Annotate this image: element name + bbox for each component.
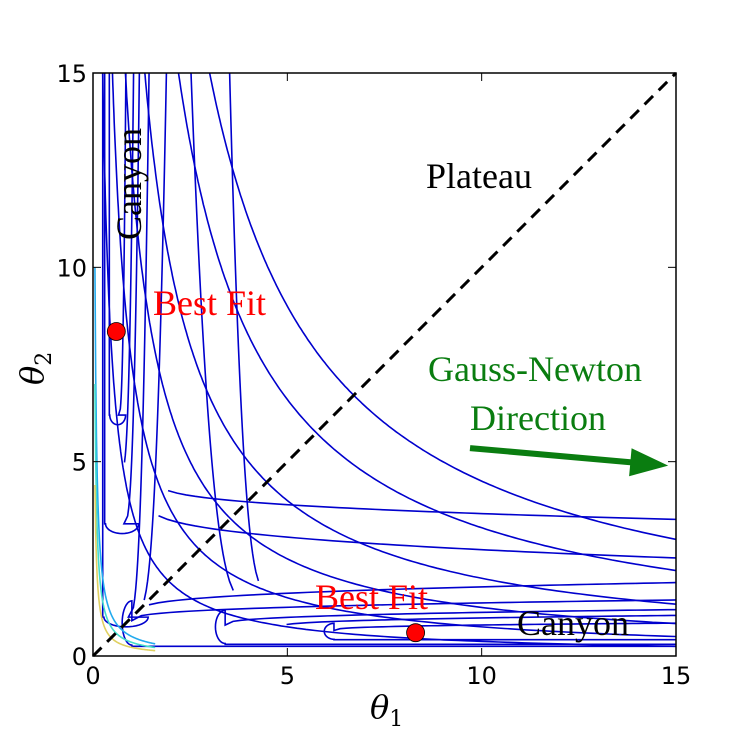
x-tick-label: 10 [466,662,497,690]
contour-line [190,73,234,591]
best-fit-point [406,623,425,643]
y-tick-label: 5 [72,449,87,477]
x-tick-label: 15 [661,662,692,690]
y-tick-label: 10 [56,254,87,282]
axis-ticks: 0 5 10 15 0 5 10 15 [56,60,691,690]
x-axis-label-symbol: θ [370,688,389,726]
contour-line [228,73,260,582]
contour-line [108,73,127,426]
y-tick-label: 15 [56,60,87,88]
annotation-best-fit-top: Best Fit [153,283,266,323]
gauss-newton-arrow [469,445,669,477]
annotation-canyon-bottom: Canyon [517,603,629,643]
y-axis-label-subscript: 2 [32,352,57,366]
plot-frame [92,72,677,657]
annotation-best-fit-bottom: Best Fit [315,577,428,617]
x-tick-label: 0 [85,662,100,690]
contour-line [121,599,676,648]
annotation-gauss-newton: Gauss-Newton [428,349,642,389]
x-tick-label: 5 [280,662,295,690]
annotation-plateau: Plateau [426,156,532,196]
contour-line [323,622,676,641]
contour-line [103,73,141,535]
contour-line [124,73,676,625]
contour-line [123,73,135,463]
x-axis-label: θ1 [370,688,403,729]
contour-line [101,73,150,628]
contour-line [214,608,676,646]
contour-line [148,581,676,606]
annotation-direction: Direction [470,398,606,438]
diagonal-dashed-line [91,71,678,658]
best-fit-point [106,322,126,341]
best-fit-points [106,322,425,643]
contour-line [94,267,156,645]
y-tick-label: 0 [72,643,87,671]
y-axis-label: θ2 [13,352,57,385]
contour-line [158,515,676,559]
y-axis-label-symbol: θ [13,366,51,385]
contour-line [94,484,156,652]
contour-line [94,383,156,649]
annotation-canyon-top: Canyon [109,128,149,240]
contour-line [167,489,676,521]
contour-line [286,614,676,626]
contour-line [143,73,168,601]
x-axis-label-subscript: 1 [389,707,403,729]
contour-line [177,73,676,572]
